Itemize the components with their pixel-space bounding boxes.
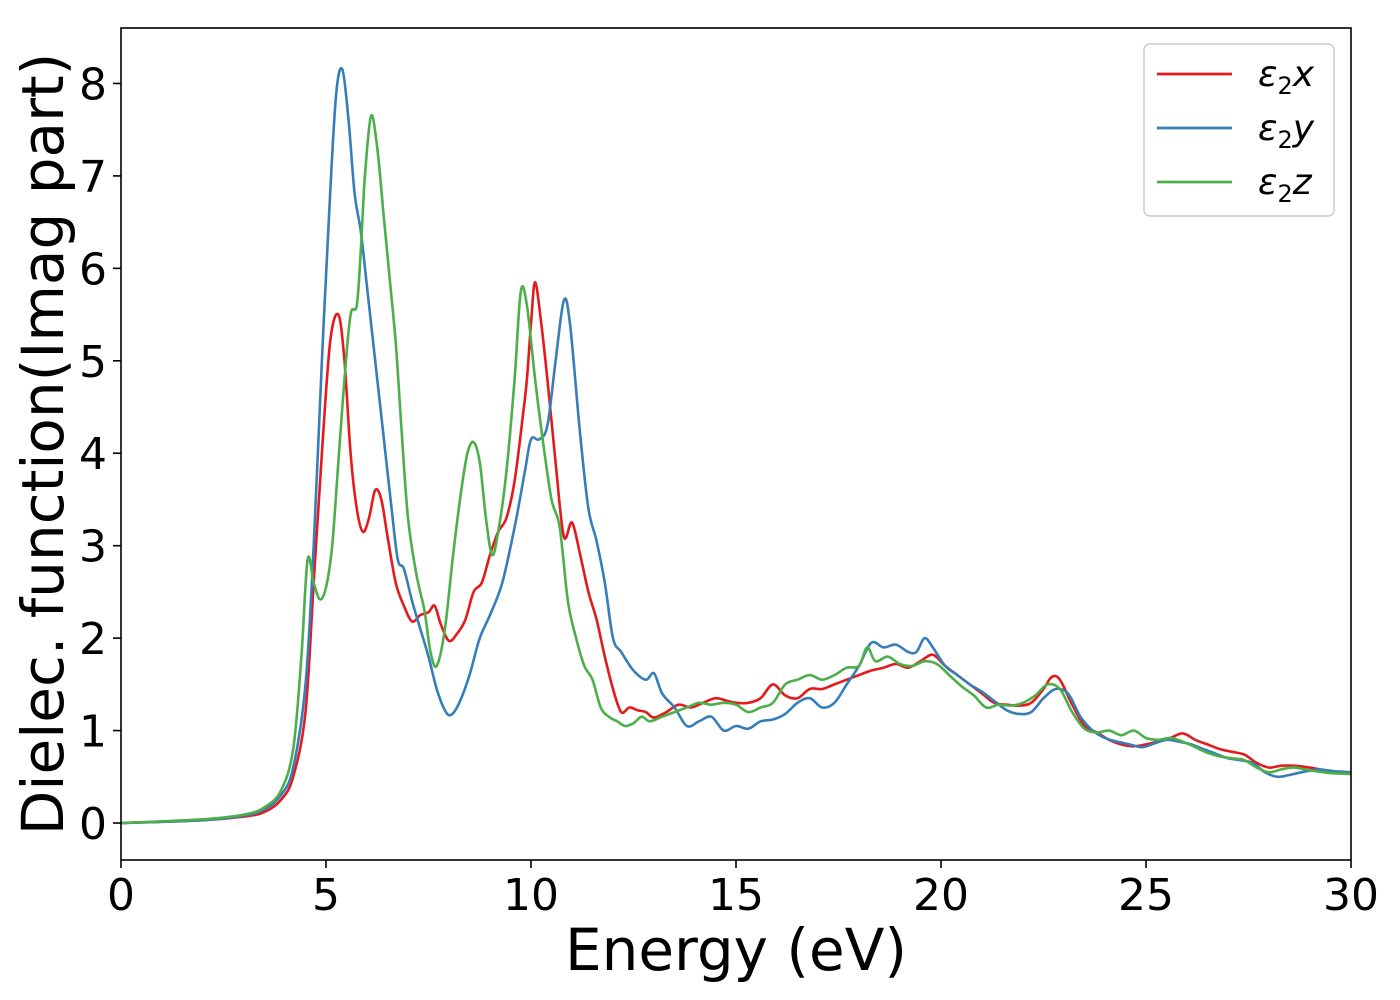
y-tick-label: 8 (79, 59, 107, 110)
y-tick-label: 2 (79, 614, 107, 665)
y-tick-label: 0 (79, 799, 107, 850)
y-tick-label: 3 (79, 522, 107, 573)
y-tick-label: 6 (79, 244, 107, 295)
x-tick-label: 15 (708, 870, 764, 921)
y-tick-label: 4 (79, 429, 107, 480)
y-axis-ticks: 0 1 2 3 4 5 6 7 8 (79, 59, 121, 850)
series-line-x (121, 280, 1351, 825)
y-axis-label: Dielec. function(Imag part) (9, 53, 77, 836)
series-line-y (121, 67, 1351, 825)
legend-label-y: ε2y (1258, 108, 1315, 154)
x-tick-label: 10 (503, 870, 559, 921)
plot-area (121, 67, 1351, 825)
y-tick-label: 1 (79, 707, 107, 758)
legend-box (1143, 43, 1335, 217)
x-axis-label: Energy (eV) (565, 916, 907, 984)
legend-label-z: ε2z (1258, 162, 1313, 208)
y-tick-label: 5 (79, 337, 107, 388)
x-axis-ticks: 0 5 10 15 20 25 30 (107, 860, 1379, 921)
x-tick-label: 20 (913, 870, 969, 921)
legend-label-x: ε2x (1258, 54, 1315, 100)
x-tick-label: 0 (107, 870, 135, 921)
legend: ε2x ε2y ε2z (1143, 43, 1335, 217)
x-tick-label: 25 (1118, 870, 1174, 921)
series-line-z (121, 113, 1351, 825)
x-tick-label: 5 (312, 870, 340, 921)
y-tick-label: 7 (79, 152, 107, 203)
x-tick-label: 30 (1323, 870, 1379, 921)
